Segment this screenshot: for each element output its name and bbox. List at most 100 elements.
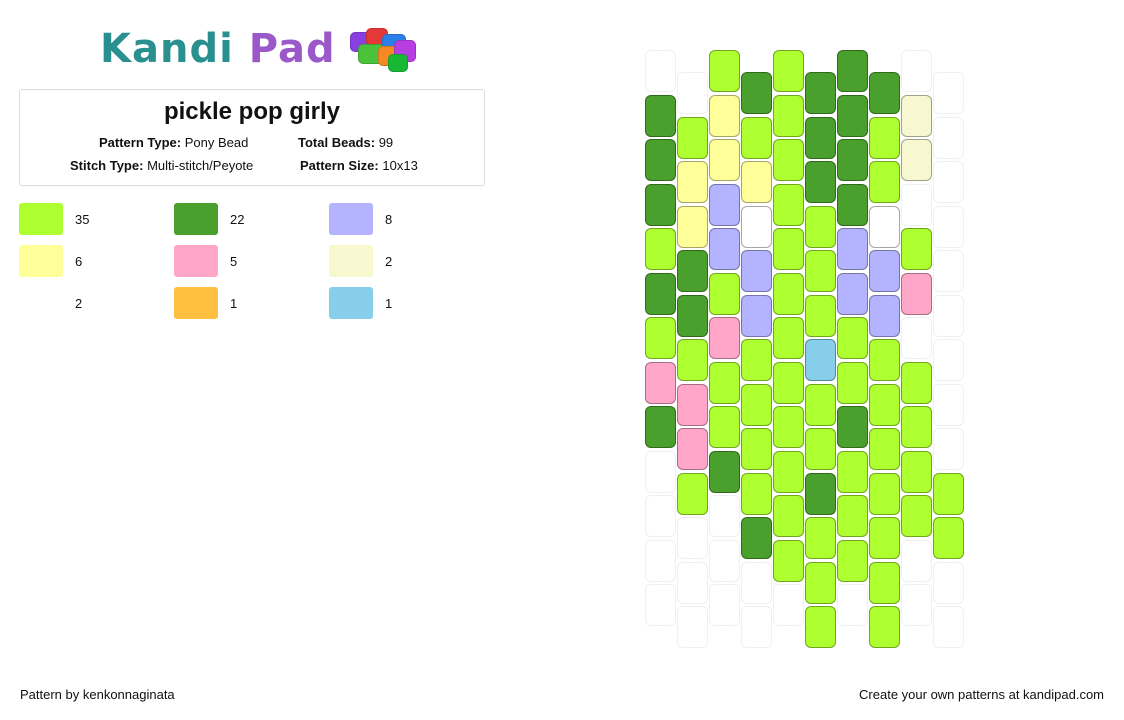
bead[interactable] [741, 205, 772, 248]
bead[interactable] [773, 228, 804, 270]
empty-bead-slot[interactable] [901, 183, 932, 226]
bead[interactable] [773, 539, 804, 582]
empty-bead-slot[interactable] [933, 250, 964, 292]
empty-bead-slot[interactable] [709, 495, 740, 537]
bead[interactable] [645, 94, 676, 137]
bead[interactable] [805, 472, 836, 515]
bead[interactable] [773, 183, 804, 226]
empty-bead-slot[interactable] [645, 539, 676, 582]
bead[interactable] [901, 94, 932, 137]
empty-bead-slot[interactable] [837, 584, 868, 626]
bead[interactable] [741, 116, 772, 159]
empty-bead-slot[interactable] [933, 428, 964, 470]
empty-bead-slot[interactable] [741, 606, 772, 648]
bead[interactable] [837, 228, 868, 270]
empty-bead-slot[interactable] [741, 561, 772, 604]
bead[interactable] [645, 183, 676, 226]
bead[interactable] [677, 116, 708, 159]
bead[interactable] [773, 50, 804, 92]
bead[interactable] [645, 361, 676, 404]
kandipad-promo-link[interactable]: Create your own patterns at kandipad.com [859, 687, 1104, 702]
bead[interactable] [805, 72, 836, 114]
bead[interactable] [901, 406, 932, 448]
bead[interactable] [901, 272, 932, 315]
empty-bead-slot[interactable] [933, 294, 964, 337]
empty-bead-slot[interactable] [933, 116, 964, 159]
bead[interactable] [741, 517, 772, 559]
empty-bead-slot[interactable] [901, 50, 932, 92]
bead[interactable] [645, 406, 676, 448]
empty-bead-slot[interactable] [645, 584, 676, 626]
empty-bead-slot[interactable] [645, 450, 676, 493]
bead[interactable] [709, 50, 740, 92]
bead[interactable] [677, 428, 708, 470]
bead[interactable] [773, 406, 804, 448]
bead[interactable] [901, 228, 932, 270]
bead[interactable] [805, 517, 836, 559]
bead[interactable] [869, 517, 900, 559]
bead[interactable] [709, 183, 740, 226]
bead[interactable] [773, 317, 804, 359]
bead[interactable] [869, 294, 900, 337]
bead[interactable] [805, 205, 836, 248]
bead[interactable] [933, 517, 964, 559]
bead[interactable] [741, 250, 772, 292]
bead[interactable] [933, 472, 964, 515]
bead[interactable] [741, 472, 772, 515]
bead[interactable] [709, 361, 740, 404]
bead[interactable] [677, 294, 708, 337]
bead[interactable] [837, 50, 868, 92]
bead[interactable] [837, 450, 868, 493]
bead[interactable] [645, 139, 676, 181]
bead[interactable] [805, 383, 836, 426]
bead[interactable] [837, 183, 868, 226]
empty-bead-slot[interactable] [933, 161, 964, 203]
bead[interactable] [741, 161, 772, 203]
bead[interactable] [709, 272, 740, 315]
bead[interactable] [837, 139, 868, 181]
bead[interactable] [645, 317, 676, 359]
bead[interactable] [869, 72, 900, 114]
empty-bead-slot[interactable] [901, 539, 932, 582]
bead[interactable] [709, 450, 740, 493]
bead[interactable] [869, 606, 900, 648]
empty-bead-slot[interactable] [933, 205, 964, 248]
bead[interactable] [869, 383, 900, 426]
empty-bead-slot[interactable] [677, 517, 708, 559]
empty-bead-slot[interactable] [677, 561, 708, 604]
bead[interactable] [837, 272, 868, 315]
empty-bead-slot[interactable] [709, 539, 740, 582]
bead[interactable] [709, 406, 740, 448]
bead[interactable] [677, 472, 708, 515]
bead[interactable] [901, 495, 932, 537]
bead[interactable] [837, 361, 868, 404]
bead[interactable] [805, 294, 836, 337]
empty-bead-slot[interactable] [773, 584, 804, 626]
bead[interactable] [773, 450, 804, 493]
bead[interactable] [677, 383, 708, 426]
empty-bead-slot[interactable] [645, 50, 676, 92]
bead[interactable] [805, 116, 836, 159]
bead[interactable] [837, 317, 868, 359]
bead[interactable] [741, 428, 772, 470]
bead[interactable] [773, 94, 804, 137]
bead[interactable] [741, 294, 772, 337]
bead[interactable] [709, 94, 740, 137]
empty-bead-slot[interactable] [901, 584, 932, 626]
empty-bead-slot[interactable] [933, 383, 964, 426]
bead[interactable] [805, 606, 836, 648]
bead[interactable] [869, 205, 900, 248]
empty-bead-slot[interactable] [645, 495, 676, 537]
bead[interactable] [773, 139, 804, 181]
empty-bead-slot[interactable] [933, 339, 964, 381]
empty-bead-slot[interactable] [677, 606, 708, 648]
bead[interactable] [709, 228, 740, 270]
bead[interactable] [645, 272, 676, 315]
bead[interactable] [709, 317, 740, 359]
bead[interactable] [709, 139, 740, 181]
bead[interactable] [869, 250, 900, 292]
bead[interactable] [773, 495, 804, 537]
bead[interactable] [805, 561, 836, 604]
bead[interactable] [901, 139, 932, 181]
bead[interactable] [837, 94, 868, 137]
